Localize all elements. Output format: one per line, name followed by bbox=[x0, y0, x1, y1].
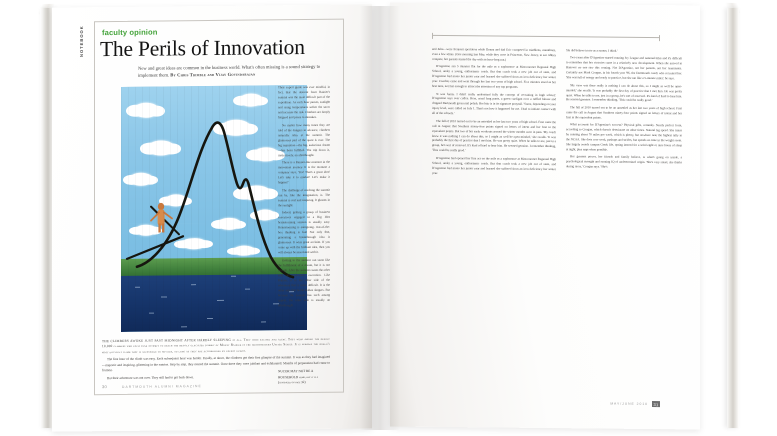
article-paragraph: Their expert guide was ever mindful, in … bbox=[278, 84, 330, 120]
byline: By Chris Trimble and Vijay Govindarajan bbox=[170, 71, 256, 78]
article-deck: New and great ideas are common in the bu… bbox=[138, 63, 328, 79]
pullquote: NUCOR MAY NOT BE A HOUSEHOLD name, but i… bbox=[278, 368, 319, 385]
left-page: NOTEBOOK faculty opinion The Perils of I… bbox=[52, 4, 372, 432]
climber-figure-icon bbox=[150, 202, 173, 233]
article-paragraph: There is a Rainier-like moment in the in… bbox=[278, 159, 330, 185]
article-paragraph: THE CLIMBERS AWOKE JUST PAST MIDNIGHT AF… bbox=[102, 336, 330, 355]
page-title: The Perils of Innovation bbox=[100, 35, 305, 62]
right-page-block-edge bbox=[727, 7, 739, 429]
article-paragraph: D'Agostino had opened her first act on t… bbox=[432, 155, 556, 175]
article-paragraph: No matter how many times they are told o… bbox=[278, 122, 330, 157]
right-page-column-one: and Julia—were frequent spectators while… bbox=[432, 47, 556, 179]
right-page-content: and Julia—were frequent spectators while… bbox=[410, 13, 682, 416]
left-page-side-column: Their expert guide was ever mindful, in … bbox=[278, 85, 330, 311]
right-page-column-two: 'He did believe in me as a runner, I thi… bbox=[566, 48, 682, 173]
article-paragraph: The fall of 2010 turned out to be an uns… bbox=[566, 105, 682, 120]
article-paragraph: The challenge of reaching the summit can… bbox=[278, 187, 330, 207]
article-illustration bbox=[121, 85, 307, 332]
folio-left: 30 bbox=[102, 384, 108, 390]
issue-date-footer: May/June 2010 bbox=[610, 401, 648, 406]
article-paragraph: and Julia—were frequent spectators while… bbox=[432, 46, 556, 62]
article-paragraph: 'It was funny. I didn't really understan… bbox=[432, 91, 556, 116]
publication-footer: Dartmouth Alumni Magazine bbox=[122, 384, 202, 389]
right-page: and Julia—were frequent spectators while… bbox=[390, 2, 700, 430]
article-paragraph: Getting to the summit can seem like the … bbox=[278, 257, 330, 307]
article-paragraph: 'He did believe in me as a runner, I thi… bbox=[566, 48, 618, 53]
article-paragraph: What accounts for D'Agostino's success? … bbox=[566, 122, 682, 152]
article-paragraph: The fall of 2010 turned out to be an uns… bbox=[432, 118, 556, 153]
article-paragraph: D'Agostino ran 5 minutes flat for the mi… bbox=[432, 64, 556, 89]
article-paragraph: Two years after D'Agostino started runni… bbox=[566, 55, 682, 81]
top-rule bbox=[432, 34, 660, 38]
article-paragraph: 'My view was there really is nothing I c… bbox=[566, 82, 682, 103]
article-paragraph: Her greatest power, her friends and fami… bbox=[566, 154, 682, 169]
folio-right: 31 bbox=[651, 401, 660, 408]
section-tab-notebook: NOTEBOOK bbox=[79, 25, 84, 58]
mountain-outline-icon bbox=[125, 121, 295, 328]
left-page-content: NOTEBOOK faculty opinion The Perils of I… bbox=[78, 17, 346, 398]
article-paragraph: Indeed, getting a group of business exec… bbox=[278, 209, 330, 255]
